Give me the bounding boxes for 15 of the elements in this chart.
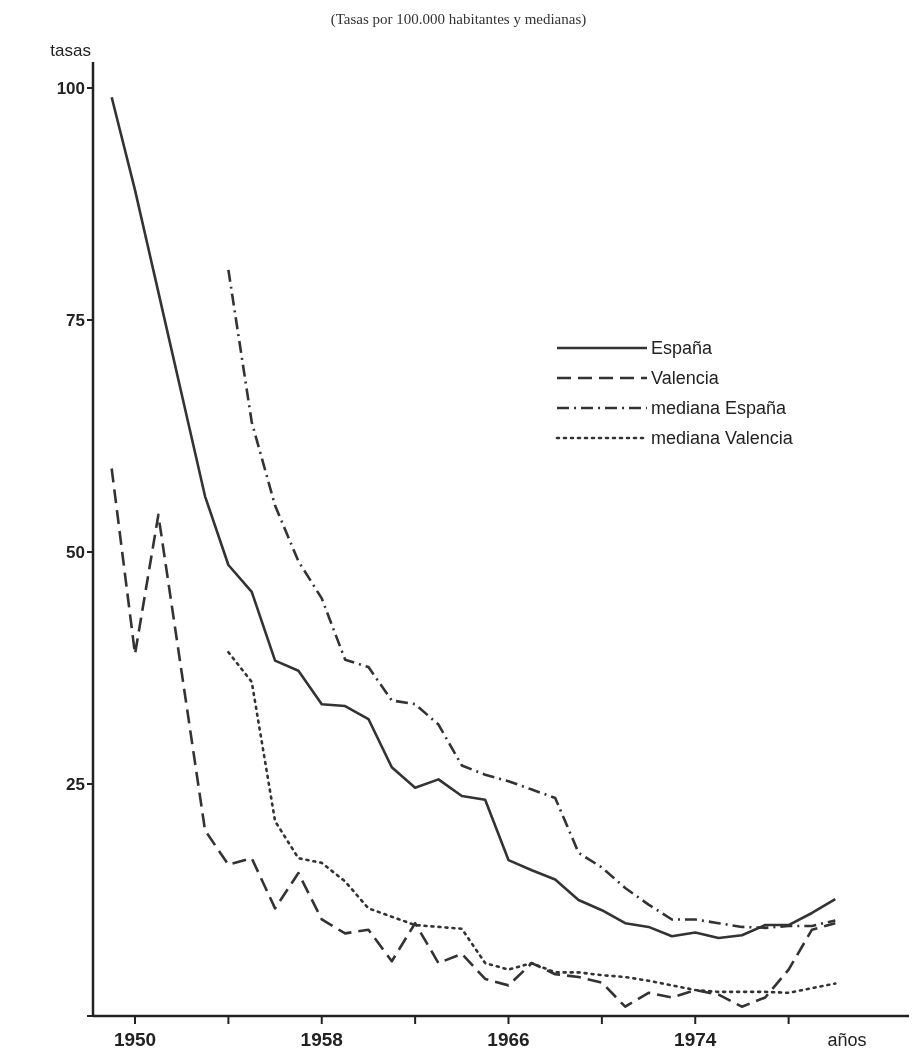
y-axis-title: tasas <box>50 41 91 60</box>
x-tick-label: 1958 <box>300 1029 343 1050</box>
legend-label: España <box>651 338 714 359</box>
y-tick-label: 75 <box>66 310 85 330</box>
x-tick-label: 1974 <box>674 1029 717 1050</box>
y-tick-label: 50 <box>66 542 85 562</box>
x-tick-label: 1950 <box>113 1029 157 1050</box>
x-axis-title: años <box>827 1030 867 1050</box>
legend-label: Valencia <box>651 368 720 389</box>
y-tick-label: 100 <box>56 78 85 98</box>
legend-label: mediana Valencia <box>651 428 794 449</box>
x-tick-label: 1966 <box>487 1029 530 1050</box>
chart-subtitle: (Tasas por 100.000 habitantes y medianas) <box>330 11 587 28</box>
y-tick-label: 25 <box>66 774 85 794</box>
legend-label: mediana España <box>651 398 788 419</box>
